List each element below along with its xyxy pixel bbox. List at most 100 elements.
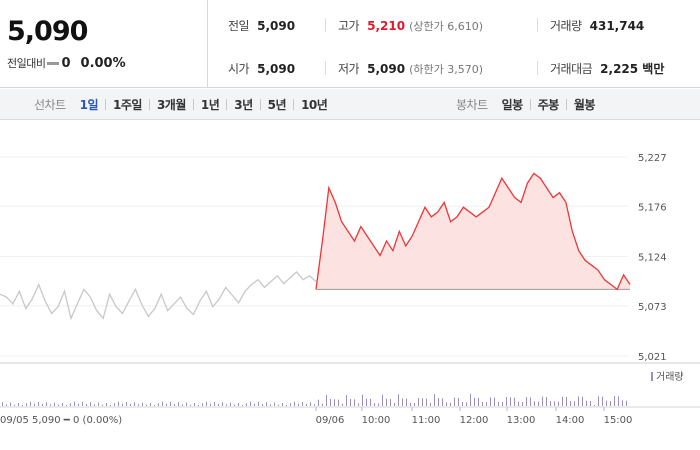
volume-bar xyxy=(262,404,263,406)
volume-bar xyxy=(378,403,379,406)
volume-bar xyxy=(142,402,143,406)
volume-bar xyxy=(522,402,523,406)
volume-bar xyxy=(354,399,355,406)
tab-separator xyxy=(192,99,194,110)
volume-bar xyxy=(166,403,167,406)
volume-bar xyxy=(30,401,31,406)
volume-bar xyxy=(98,402,99,406)
volume-bar xyxy=(278,404,279,406)
volume-bar xyxy=(50,404,51,406)
price-chart[interactable]: 5,227 5,176 5,124 5,073 5,021 거래량 09/05 5,09… xyxy=(0,121,700,450)
x-tick-label: 11:00 xyxy=(412,415,441,426)
divider xyxy=(325,18,326,32)
candle-chart-label: 봉차트 xyxy=(456,98,488,112)
volume-bar xyxy=(614,396,615,406)
period-tab-1[interactable]: 1주일 xyxy=(113,98,142,112)
volume-bar xyxy=(134,402,135,406)
volume-bar xyxy=(454,397,455,406)
x-axis: 09/06 10:00 11:00 12:00 13:00 14:00 15:00 xyxy=(315,407,633,426)
volume-bar xyxy=(618,396,619,406)
volume-bar xyxy=(66,405,67,406)
prev-day-line xyxy=(0,271,317,321)
period-tab-5[interactable]: 5년 xyxy=(267,98,287,112)
y-tick-label: 5,073 xyxy=(638,302,667,313)
divider xyxy=(537,61,538,75)
volume-bar xyxy=(70,403,71,406)
tab-separator xyxy=(565,99,567,110)
period-tab-3[interactable]: 1년 xyxy=(200,98,220,112)
volume-bar xyxy=(434,394,435,406)
period-tab-0[interactable]: 1일 xyxy=(79,98,99,112)
volume-bar xyxy=(138,404,139,406)
volume-bar xyxy=(518,401,519,406)
volume-bar xyxy=(602,396,603,406)
candle-chart-tabs: 봉차트 일봉 주봉 월봉 xyxy=(456,89,595,120)
volume-bar xyxy=(42,404,43,406)
volume-bar xyxy=(214,402,215,406)
candle-tab-1[interactable]: 주봉 xyxy=(537,98,560,112)
x-tick-label: 13:00 xyxy=(507,415,536,426)
x-tick-label: 15:00 xyxy=(604,415,633,426)
volume-bar xyxy=(530,397,531,406)
volume-bar xyxy=(102,404,103,406)
volume-bar xyxy=(586,400,587,406)
volume-bar xyxy=(274,402,275,406)
volume-bar xyxy=(94,404,95,406)
volume-bar xyxy=(566,397,567,406)
volume-bar xyxy=(558,401,559,406)
volume-bar xyxy=(118,401,119,406)
volume-bar xyxy=(470,393,471,406)
y-tick-label: 5,227 xyxy=(638,153,667,164)
volume-bar xyxy=(294,401,295,406)
stat-low: 저가 5,090 (하한가 3,570) xyxy=(338,62,483,76)
stat-prev-close: 전일 5,090 xyxy=(228,19,296,33)
volume-bar xyxy=(450,402,451,406)
volume-bar xyxy=(430,402,431,406)
volume-bar xyxy=(546,397,547,406)
volume-bar xyxy=(582,396,583,406)
volume-bar xyxy=(170,402,171,406)
volume-bar xyxy=(282,403,283,406)
x-tick-label: 12:00 xyxy=(460,415,489,426)
change-value: 0 xyxy=(61,55,71,71)
volume-bar xyxy=(426,398,427,406)
volume-bar xyxy=(126,402,127,406)
volume-bar xyxy=(490,397,491,406)
change-row: 전일대비 0 0.00% xyxy=(7,55,126,71)
quote-header: 5,090 전일대비 0 0.00% 전일 5,090 고가 5,210 (상한… xyxy=(0,0,700,88)
volume-bar xyxy=(158,403,159,406)
divider xyxy=(537,18,538,32)
volume-bar xyxy=(462,402,463,406)
volume-bar xyxy=(14,404,15,406)
volume-bar xyxy=(306,404,307,406)
volume-bar xyxy=(178,402,179,406)
volume-bar xyxy=(234,404,235,406)
volume-bar xyxy=(346,395,347,406)
candle-tab-2[interactable]: 월봉 xyxy=(573,98,596,112)
volume-bar xyxy=(510,397,511,406)
volume-bar xyxy=(362,394,363,406)
stat-high: 고가 5,210 (상한가 6,610) xyxy=(338,19,483,33)
volume-bar xyxy=(302,402,303,406)
period-tab-4[interactable]: 3년 xyxy=(234,98,253,112)
period-tab-6[interactable]: 10년 xyxy=(301,98,328,112)
volume-bar xyxy=(122,403,123,406)
volume-bar xyxy=(382,394,383,406)
period-tab-2[interactable]: 3개월 xyxy=(156,98,186,112)
volume-bar xyxy=(286,405,287,406)
volume-bar xyxy=(474,397,475,406)
x-tick-label: 09/06 xyxy=(316,415,345,426)
volume-bar xyxy=(270,404,271,406)
volume-bar xyxy=(18,403,19,406)
line-chart-label: 선차트 xyxy=(34,98,66,112)
candle-tab-0[interactable]: 일봉 xyxy=(501,98,524,112)
volume-bar xyxy=(198,405,199,406)
volume-bar xyxy=(394,403,395,406)
volume-legend: 거래량 xyxy=(656,371,684,383)
y-axis: 5,227 5,176 5,124 5,073 5,021 xyxy=(638,153,667,363)
current-price: 5,090 xyxy=(7,16,88,47)
volume-bar xyxy=(106,403,107,406)
tab-separator xyxy=(293,99,295,110)
volume-bar xyxy=(162,401,163,406)
change-percent: 0.00% xyxy=(80,55,126,71)
